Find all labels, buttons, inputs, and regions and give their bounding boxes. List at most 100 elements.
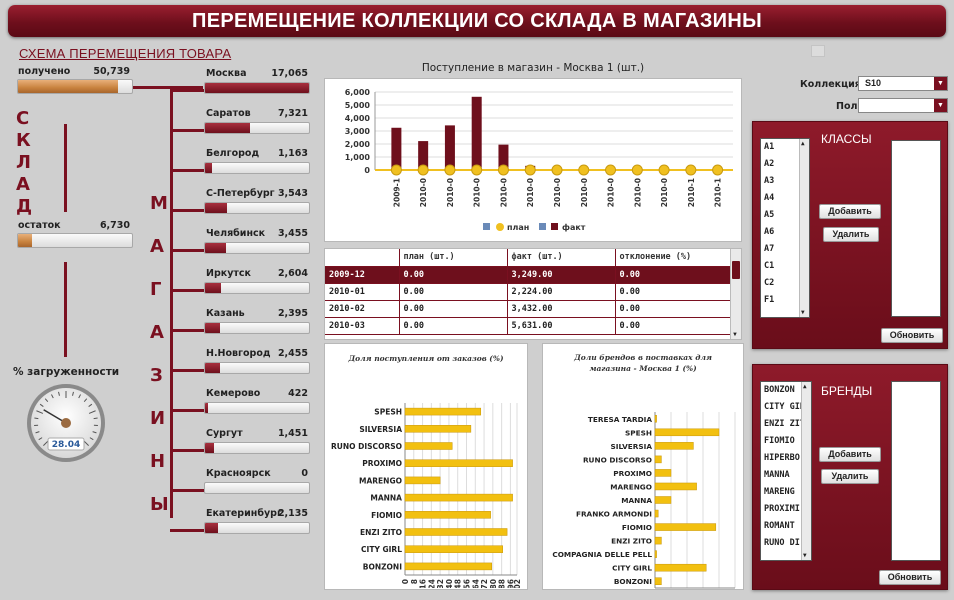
scroll-down-icon[interactable]: ▼: [801, 309, 805, 316]
list-item[interactable]: A4: [764, 193, 775, 203]
classes-list[interactable]: A1 A2 A3 A4 A5 A6 A7 C1 C2 F1 ▲ ▼: [760, 138, 810, 318]
category-label: SILVERSIA: [611, 442, 653, 451]
store-connector: [170, 209, 204, 212]
list-item[interactable]: A6: [764, 227, 775, 237]
list-item[interactable]: FIOMIO: [764, 436, 795, 446]
collection-select[interactable]: S10 ▼: [858, 76, 948, 91]
table-cell: 0.00: [399, 283, 508, 301]
list-item[interactable]: MARENG: [764, 487, 795, 497]
list-item[interactable]: MANNA: [764, 470, 790, 480]
brands-add-button[interactable]: Добавить: [819, 447, 881, 462]
store-name: Кемерово: [206, 388, 261, 399]
category-label: CITY GIRL: [361, 545, 402, 554]
gender-label: Пол: [836, 101, 858, 112]
table-header-cell[interactable]: план (шт.): [399, 249, 508, 267]
table-header-cell[interactable]: факт (шт.): [507, 249, 616, 267]
x-tick-label: 2010-0: [607, 178, 616, 207]
classes-selected-list[interactable]: [891, 140, 941, 317]
brands-refresh-button[interactable]: Обновить: [879, 570, 941, 585]
table-row[interactable]: 2009-12 0.00 3,249.00 0.00: [325, 266, 731, 284]
gender-select[interactable]: ▼: [858, 98, 948, 113]
brands-remove-button[interactable]: Удалить: [821, 469, 879, 484]
list-item[interactable]: A3: [764, 176, 775, 186]
scroll-up-icon[interactable]: ▲: [803, 383, 807, 390]
list-item[interactable]: ROMANT: [764, 521, 795, 531]
store-name: Иркутск: [206, 268, 251, 279]
list-item[interactable]: RUNO DI: [764, 538, 800, 548]
table-row[interactable]: 2010-01 0.00 2,224.00 0.00: [325, 283, 731, 301]
brands-selected-list[interactable]: [891, 381, 941, 561]
scroll-up-icon[interactable]: ▲: [801, 140, 805, 147]
gauge-tick: [38, 437, 43, 441]
store-value: 1,163: [277, 148, 308, 159]
category-label: CITY GIRL: [612, 564, 652, 573]
list-item[interactable]: ENZI ZIT: [764, 419, 805, 429]
list-item[interactable]: PROXIMI: [764, 504, 800, 514]
scroll-down-icon[interactable]: ▼: [803, 552, 807, 559]
y-tick-label: 4,000: [345, 114, 371, 123]
stores-letter: М: [150, 193, 168, 214]
table-header-cell[interactable]: отклонение (%): [615, 249, 731, 267]
table-header-cell[interactable]: [325, 249, 400, 267]
list-item[interactable]: A7: [764, 244, 775, 254]
store-name: Сургут: [206, 428, 243, 439]
x-tick-label: 64: [471, 579, 480, 588]
list-item[interactable]: HIPERBO: [764, 453, 800, 463]
list-item[interactable]: CITY GIR: [764, 402, 805, 412]
store-bar-fill: [205, 363, 220, 373]
stores-letter: Ы: [150, 494, 169, 515]
category-label: FRANKO ARMONDI: [576, 510, 652, 519]
remainder-label: остаток: [18, 220, 61, 231]
list-item[interactable]: C2: [764, 278, 775, 288]
bar: [404, 562, 492, 571]
store-value: 3,455: [277, 228, 308, 239]
list-item[interactable]: A2: [764, 159, 775, 169]
store-connector: [170, 369, 204, 372]
classes-add-button[interactable]: Добавить: [819, 204, 881, 219]
brands-title: БРЕНДЫ: [821, 384, 873, 398]
classes-remove-button[interactable]: Удалить: [823, 227, 879, 242]
warehouse-letter: Л: [16, 152, 31, 173]
x-tick-label: 88: [498, 579, 507, 588]
x-tick-label: 24: [427, 579, 436, 588]
category-label: FIOMIO: [371, 511, 402, 520]
legend-check-plan: [483, 223, 490, 230]
list-item[interactable]: BONZON: [764, 385, 795, 395]
received-label: получено: [18, 66, 71, 77]
brands-scrollbar[interactable]: ▲ ▼: [801, 382, 811, 560]
store-bar: [204, 122, 310, 134]
store-connector: [170, 329, 204, 332]
bar: [654, 415, 657, 423]
list-item[interactable]: A1: [764, 142, 775, 152]
load-value: 28.04: [52, 440, 80, 450]
plan-point: [524, 164, 536, 176]
table-cell: 0.00: [615, 317, 731, 335]
classes-title: КЛАССЫ: [821, 132, 872, 146]
table-row[interactable]: 2010-02 0.00 3,432.00 0.00: [325, 300, 731, 318]
chevron-down-icon[interactable]: ▼: [934, 77, 947, 90]
list-item[interactable]: C1: [764, 261, 775, 271]
store-name: Белгород: [206, 148, 260, 159]
gauge-tick: [88, 410, 96, 414]
list-item[interactable]: A5: [764, 210, 775, 220]
main-chart: 6,000 5,000 4,000 3,000 2,000 1,000 0 2009-1 201…: [345, 88, 733, 232]
bar: [654, 442, 694, 450]
classes-scrollbar[interactable]: ▲ ▼: [799, 139, 809, 317]
brands-list[interactable]: BONZON CITY GIR ENZI ZIT FIOMIO HIPERBO MANNA…: [760, 381, 812, 561]
stores-trunk: [170, 86, 173, 518]
list-item[interactable]: F1: [764, 295, 775, 305]
category-label: SPESH: [625, 428, 652, 437]
stores-letter: И: [150, 408, 166, 429]
classes-refresh-button[interactable]: Обновить: [881, 328, 943, 343]
table-scrollbar[interactable]: ▼: [730, 249, 741, 339]
bar: [654, 536, 662, 545]
y-tick-label: 2,000: [345, 140, 371, 149]
classes-items: A1 A2 A3 A4 A5 A6 A7 C1 C2 F1: [761, 139, 809, 309]
bar: [404, 459, 513, 467]
table-row[interactable]: 2010-03 0.00 5,631.00 0.00: [325, 317, 731, 335]
category-label: MANNA: [370, 494, 402, 503]
scroll-down-icon[interactable]: ▼: [732, 332, 738, 338]
table-scroll-thumb[interactable]: [732, 261, 740, 279]
chevron-down-icon[interactable]: ▼: [934, 99, 947, 112]
